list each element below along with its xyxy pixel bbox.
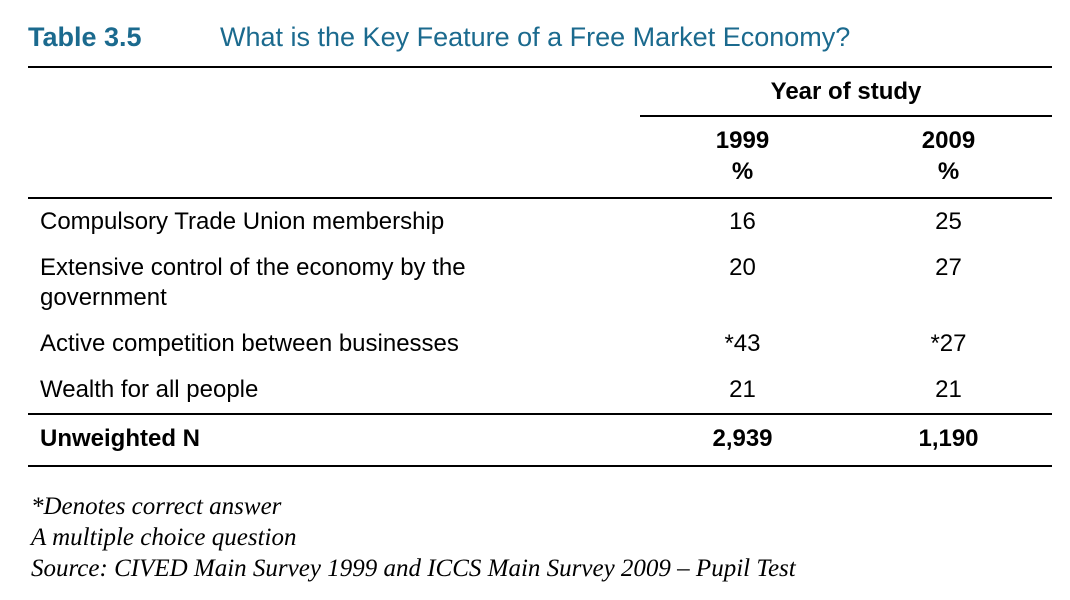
empty-cell: [28, 116, 640, 155]
value-1999: 16: [729, 208, 756, 235]
table-number: Table 3.5: [28, 22, 142, 52]
footnote-question-type: A multiple choice question: [31, 524, 297, 551]
unweighted-n-row: Unweighted N 2,939 1,190: [28, 413, 1052, 466]
table-row: Extensive control of the economy by the …: [28, 245, 1052, 321]
footnote-correct-answer: *Denotes correct answer: [31, 493, 282, 520]
empty-cell: [28, 67, 640, 116]
data-table: Year of study 1999 2009 % % Compulsory T…: [28, 66, 1052, 467]
row-label: Extensive control of the economy by the …: [40, 254, 466, 311]
empty-cell: [28, 155, 640, 199]
table-row: Wealth for all people 21 21: [28, 367, 1052, 414]
value-1999: 21: [729, 376, 756, 403]
unit-percent-1999: %: [640, 155, 845, 199]
col-header-2009: 2009: [921, 127, 976, 154]
row-label: Unweighted N: [28, 413, 640, 466]
value-1999: 20: [729, 254, 756, 281]
year-of-study-header: Year of study: [640, 67, 1052, 117]
value-2009: 25: [935, 208, 962, 235]
table-row: Active competition between businesses *4…: [28, 321, 1052, 367]
row-label: Compulsory Trade Union membership: [40, 208, 445, 235]
row-label: Active competition between businesses: [40, 330, 459, 357]
unit-percent-2009: %: [845, 155, 1052, 199]
value-1999: *43: [724, 330, 761, 357]
spanner-row: Year of study: [28, 67, 1052, 117]
table-caption: Table 3.5 What is the Key Feature of a Fr…: [28, 21, 1052, 53]
footnotes: *Denotes correct answer A multiple choic…: [28, 491, 1052, 584]
value-2009: 27: [935, 254, 962, 281]
col-header-1999: 1999: [715, 127, 770, 154]
value-2009: 21: [935, 376, 962, 403]
years-row: 1999 2009: [28, 116, 1052, 155]
table-row: Compulsory Trade Union membership 16 25: [28, 198, 1052, 245]
table-title: What is the Key Feature of a Free Market…: [220, 22, 851, 52]
value-2009: 1,190: [845, 413, 1052, 466]
value-2009: *27: [930, 330, 967, 357]
value-1999: 2,939: [640, 413, 845, 466]
row-label: Wealth for all people: [40, 376, 259, 403]
footnote-source: Source: CIVED Main Survey 1999 and ICCS …: [31, 555, 796, 582]
units-row: % %: [28, 155, 1052, 199]
